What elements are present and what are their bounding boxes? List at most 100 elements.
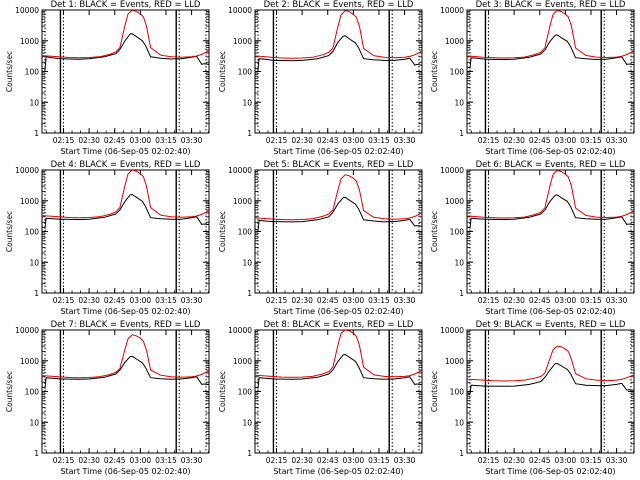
y-tick-label: 100 <box>450 388 465 397</box>
events-series-line <box>255 353 422 389</box>
panel-det-1: Det 1: BLACK = Events, RED = LLD Counts/s… <box>5 0 210 156</box>
events-series-line <box>467 194 634 229</box>
events-series-line <box>467 34 634 69</box>
y-tick-label: 1 <box>459 289 464 298</box>
events-series-line <box>42 33 209 70</box>
events-series-line <box>42 193 209 229</box>
panel-title: Det 3: BLACK = Events, RED = LLD <box>476 0 626 10</box>
y-tick-label: 1000 <box>20 197 39 206</box>
x-tick-label: 02:30 <box>503 456 525 465</box>
y-tick-label: 10000 <box>15 166 39 175</box>
y-tick-label: 1000 <box>20 357 39 366</box>
y-tick-label: 1 <box>459 449 464 458</box>
y-tick-label: 10000 <box>228 166 252 175</box>
x-tick-label: 02:30 <box>291 136 313 145</box>
x-tick-label: 03:00 <box>555 456 577 465</box>
y-tick-label: 1000 <box>20 37 39 46</box>
x-tick-label: 03:00 <box>130 456 152 465</box>
y-tick-label: 100 <box>25 228 40 237</box>
y-tick-label: 10000 <box>440 6 464 15</box>
y-tick-label: 1000 <box>445 37 464 46</box>
x-tick-label: 03:15 <box>155 456 177 465</box>
y-tick-label: 1 <box>459 129 464 138</box>
x-tick-label: 03:30 <box>181 136 203 145</box>
x-tick-label: 02:15 <box>53 136 75 145</box>
lld-series-line <box>42 334 209 379</box>
plot-frame <box>254 329 423 454</box>
x-tick-label: 02:30 <box>503 136 525 145</box>
y-tick-label: 1 <box>247 449 252 458</box>
y-tick-label: 100 <box>25 388 40 397</box>
panel-det-8: Det 8: BLACK = Events, RED = LLD Counts/s… <box>218 320 423 476</box>
events-series-line <box>467 362 634 395</box>
x-tick-label: 02:15 <box>266 136 288 145</box>
lld-series-line <box>42 10 209 59</box>
x-tick-label: 02:45 <box>104 296 126 305</box>
y-tick-label: 1000 <box>233 357 252 366</box>
x-tick-label: 02:15 <box>266 456 288 465</box>
x-tick-label: 03:00 <box>343 296 365 305</box>
plot-frame <box>466 9 635 134</box>
panel-det-9: Det 9: BLACK = Events, RED = LLD Counts/s… <box>430 320 635 476</box>
y-tick-label: 1000 <box>445 357 464 366</box>
x-tick-label: 03:30 <box>394 136 416 145</box>
x-tick-label: 02:45 <box>317 296 339 305</box>
x-tick-label: 02:30 <box>78 296 100 305</box>
y-axis-label: Counts/sec <box>218 371 227 412</box>
panel-det-5: Det 5: BLACK = Events, RED = LLD Counts/s… <box>218 160 423 316</box>
y-tick-label: 10 <box>454 98 464 107</box>
y-tick-label: 10 <box>242 258 252 267</box>
x-axis-label: Start Time (06-Sep-05 02:02:40) <box>273 307 403 316</box>
plot-frame <box>41 169 210 294</box>
panel-title: Det 4: BLACK = Events, RED = LLD <box>51 160 201 170</box>
x-tick-label: 03:00 <box>130 296 152 305</box>
lld-series-line <box>255 174 422 221</box>
x-tick-label: 02:15 <box>478 296 500 305</box>
x-tick-label: 02:45 <box>529 136 551 145</box>
lld-series-line <box>467 170 634 219</box>
plot-frame <box>466 329 635 454</box>
panel-title: Det 1: BLACK = Events, RED = LLD <box>51 0 201 10</box>
x-tick-label: 02:45 <box>529 456 551 465</box>
lld-series-line <box>42 170 209 219</box>
x-tick-label: 03:30 <box>606 456 628 465</box>
x-tick-label: 03:15 <box>368 296 390 305</box>
panel-title: Det 5: BLACK = Events, RED = LLD <box>264 160 414 170</box>
x-tick-label: 02:43 <box>317 136 339 145</box>
plot-frame <box>466 169 635 294</box>
x-axis-label: Start Time (06-Sep-05 02:02:40) <box>273 467 403 476</box>
panel-det-2: Det 2: BLACK = Events, RED = LLD Counts/s… <box>218 0 423 156</box>
y-axis-label: Counts/sec <box>430 371 439 412</box>
x-tick-label: 03:30 <box>394 456 416 465</box>
x-tick-label: 03:15 <box>368 136 390 145</box>
y-tick-label: 10 <box>29 418 39 427</box>
x-tick-label: 03:15 <box>155 136 177 145</box>
y-tick-label: 10 <box>29 98 39 107</box>
lld-series-line <box>255 10 422 59</box>
y-tick-label: 10 <box>454 418 464 427</box>
y-tick-label: 100 <box>238 228 253 237</box>
panel-title: Det 9: BLACK = Events, RED = LLD <box>476 320 626 330</box>
y-axis-label: Counts/sec <box>5 211 14 252</box>
y-axis-label: Counts/sec <box>218 51 227 92</box>
y-axis-label: Counts/sec <box>5 371 14 412</box>
x-tick-label: 02:30 <box>78 136 100 145</box>
x-axis-label: Start Time (06-Sep-05 02:02:40) <box>60 307 190 316</box>
y-tick-label: 10000 <box>228 6 252 15</box>
x-tick-label: 02:45 <box>104 456 126 465</box>
events-series-line <box>255 196 422 231</box>
y-tick-label: 1000 <box>233 37 252 46</box>
panel-title: Det 2: BLACK = Events, RED = LLD <box>264 0 414 10</box>
x-tick-label: 03:30 <box>606 136 628 145</box>
x-tick-label: 02:30 <box>291 296 313 305</box>
y-tick-label: 10000 <box>15 6 39 15</box>
y-tick-label: 1 <box>34 129 39 138</box>
x-tick-label: 02:45 <box>529 296 551 305</box>
lld-series-line <box>255 330 422 378</box>
x-axis-label: Start Time (06-Sep-05 02:02:40) <box>485 147 615 156</box>
y-tick-label: 1 <box>247 129 252 138</box>
x-tick-label: 03:30 <box>181 456 203 465</box>
x-tick-label: 03:00 <box>555 296 577 305</box>
x-tick-label: 03:00 <box>343 136 365 145</box>
y-tick-label: 1 <box>247 289 252 298</box>
